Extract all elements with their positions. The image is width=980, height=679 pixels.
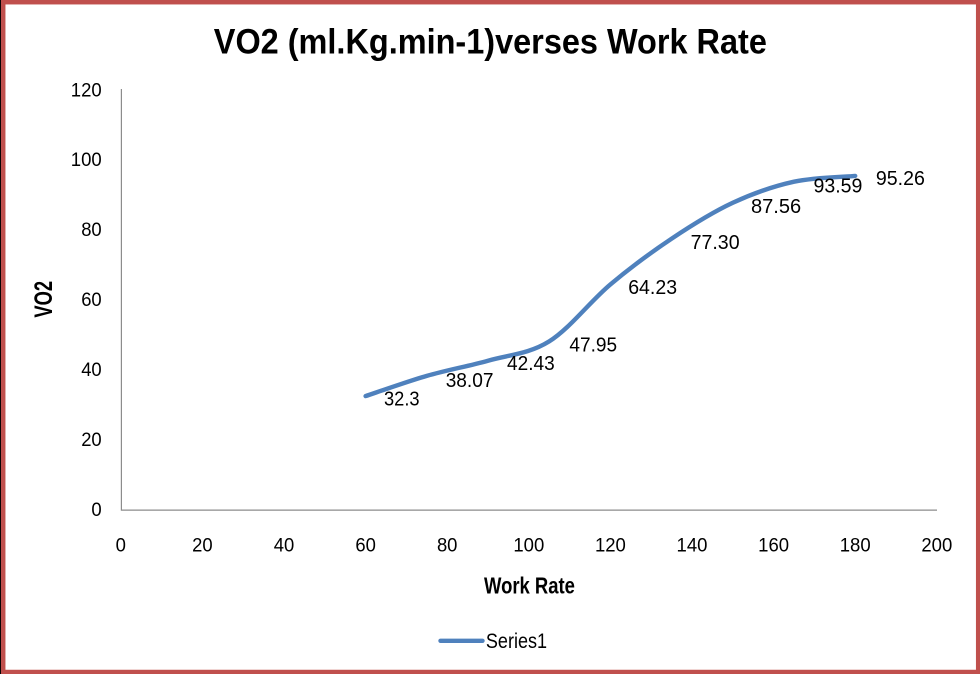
svg-text:100: 100 (71, 150, 102, 171)
svg-text:80: 80 (437, 535, 458, 556)
svg-text:120: 120 (595, 535, 626, 556)
svg-text:VO2: VO2 (30, 281, 58, 318)
svg-text:160: 160 (758, 535, 789, 556)
svg-text:47.95: 47.95 (569, 334, 617, 356)
svg-text:60: 60 (355, 535, 376, 556)
svg-text:200: 200 (921, 535, 952, 556)
svg-text:Series1: Series1 (486, 629, 547, 653)
svg-text:Work Rate: Work Rate (484, 573, 575, 599)
svg-text:180: 180 (840, 535, 871, 556)
svg-text:0: 0 (91, 500, 101, 521)
svg-text:64.23: 64.23 (628, 277, 677, 299)
svg-text:100: 100 (513, 535, 544, 556)
svg-text:95.26: 95.26 (876, 168, 925, 190)
svg-text:87.56: 87.56 (751, 196, 801, 218)
svg-text:60: 60 (81, 290, 102, 311)
svg-text:40: 40 (81, 360, 102, 381)
svg-text:80: 80 (81, 220, 102, 241)
svg-text:20: 20 (81, 430, 102, 451)
svg-text:VO2 (ml.Kg.min-1)verses Work R: VO2 (ml.Kg.min-1)verses Work Rate (214, 22, 767, 61)
svg-text:20: 20 (192, 535, 213, 556)
svg-text:32.3: 32.3 (384, 388, 420, 410)
svg-text:93.59: 93.59 (814, 175, 863, 197)
svg-text:77.30: 77.30 (691, 232, 740, 254)
svg-text:120: 120 (71, 80, 102, 101)
svg-text:42.43: 42.43 (507, 353, 555, 375)
svg-text:140: 140 (677, 535, 708, 556)
svg-text:40: 40 (274, 535, 295, 556)
svg-text:0: 0 (116, 535, 126, 556)
svg-text:38.07: 38.07 (446, 370, 494, 392)
